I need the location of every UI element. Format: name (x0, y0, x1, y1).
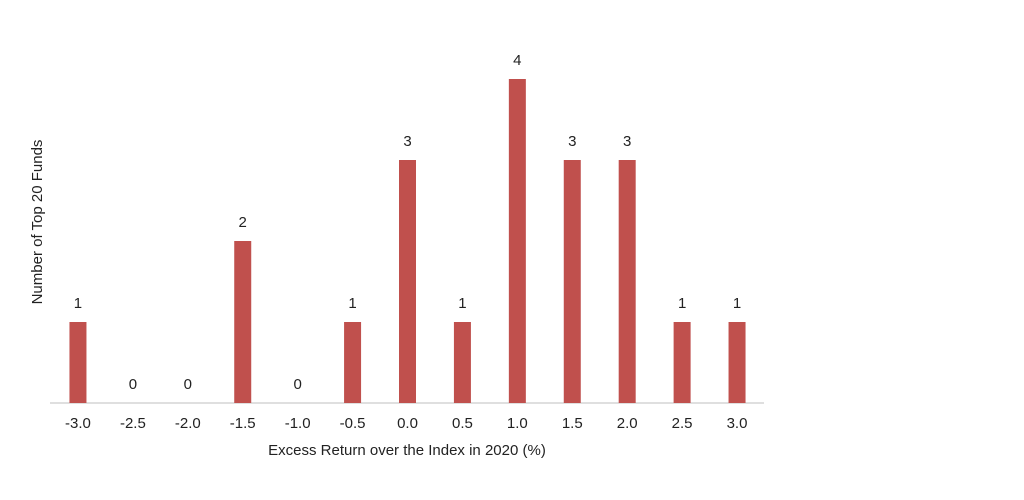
bar (618, 160, 636, 403)
x-axis-title: Excess Return over the Index in 2020 (%) (268, 442, 546, 459)
x-tick-label: -3.0 (65, 415, 91, 432)
value-label: 1 (678, 295, 686, 312)
x-tick-label: -0.5 (340, 415, 366, 432)
x-tick-label: 0.5 (452, 415, 473, 432)
value-label: 4 (513, 52, 521, 69)
bar (453, 322, 471, 403)
bar (69, 322, 87, 403)
x-tick-label: 2.0 (617, 415, 638, 432)
bar (344, 322, 362, 403)
x-tick-label: 3.0 (727, 415, 748, 432)
value-label: 1 (348, 295, 356, 312)
x-tick-label: 2.5 (672, 415, 693, 432)
value-label: 3 (623, 133, 631, 150)
x-tick-label: 1.5 (562, 415, 583, 432)
bar (563, 160, 581, 403)
value-label: 1 (74, 295, 82, 312)
value-label: 0 (184, 376, 192, 393)
bar (508, 79, 526, 403)
bar (399, 160, 416, 403)
value-label: 1 (733, 295, 741, 312)
x-tick-label: 0.0 (397, 415, 418, 432)
bar (673, 322, 691, 403)
y-axis-title: Number of Top 20 Funds (29, 140, 46, 305)
x-tick-label: -2.0 (175, 415, 201, 432)
value-label: 0 (129, 376, 137, 393)
x-tick-label: -1.0 (285, 415, 311, 432)
value-label: 1 (458, 295, 466, 312)
value-label: 2 (239, 214, 247, 231)
x-tick-label: -2.5 (120, 415, 146, 432)
value-label: 0 (293, 376, 301, 393)
value-label: 3 (403, 133, 411, 150)
value-label: 3 (568, 133, 576, 150)
bar (234, 241, 252, 403)
x-tick-label: 1.0 (507, 415, 528, 432)
x-tick-label: -1.5 (230, 415, 256, 432)
bar (728, 322, 746, 403)
